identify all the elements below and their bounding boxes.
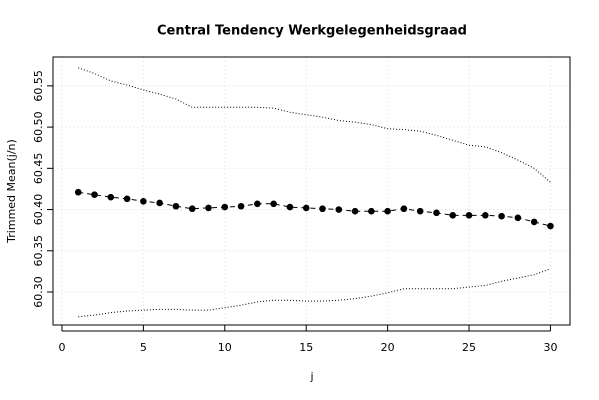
data-point xyxy=(270,200,277,208)
series-line xyxy=(78,268,551,318)
x-tick-label: 15 xyxy=(299,341,313,354)
data-point xyxy=(482,212,489,219)
data-point xyxy=(172,202,180,210)
x-tick-label: 10 xyxy=(218,341,232,354)
data-point xyxy=(156,199,163,207)
x-tick-label: 0 xyxy=(58,341,65,354)
data-point xyxy=(254,200,261,208)
data-point xyxy=(319,205,326,213)
data-point xyxy=(74,188,82,196)
data-point xyxy=(449,212,457,219)
x-tick-label: 5 xyxy=(140,341,147,354)
data-point xyxy=(205,204,212,212)
data-point xyxy=(107,193,115,201)
x-axis-label: j xyxy=(309,370,313,383)
x-tick-label: 30 xyxy=(543,341,557,354)
x-tick-label: 20 xyxy=(381,341,395,354)
data-point xyxy=(547,222,554,230)
data-point xyxy=(302,204,310,212)
series-line xyxy=(78,67,551,183)
x-tick-label: 25 xyxy=(462,341,476,354)
y-tick-label: 60.30 xyxy=(32,276,45,308)
y-tick-label: 60.35 xyxy=(32,235,45,266)
data-point xyxy=(400,205,408,213)
chart-title: Central Tendency Werkgelegenheidsgraad xyxy=(157,24,467,39)
data-point xyxy=(433,209,440,217)
data-point xyxy=(188,205,196,213)
data-point xyxy=(91,191,98,199)
y-tick-label: 60.45 xyxy=(32,153,45,185)
data-point xyxy=(221,203,229,211)
y-tick-label: 60.55 xyxy=(32,70,45,102)
y-axis-label: Trimmed Mean(j/n) xyxy=(5,139,18,244)
data-point xyxy=(351,207,359,215)
data-point xyxy=(123,195,131,203)
plot-frame xyxy=(52,56,571,326)
y-tick-label: 60.50 xyxy=(32,111,45,143)
data-point xyxy=(416,207,424,215)
data-point xyxy=(498,212,505,220)
data-point xyxy=(140,198,147,205)
y-tick-label: 60.40 xyxy=(32,194,45,226)
data-point xyxy=(368,207,375,215)
data-point xyxy=(286,203,294,211)
data-point xyxy=(530,218,538,226)
data-point xyxy=(514,214,522,222)
data-point xyxy=(335,206,343,213)
data-point xyxy=(384,207,391,215)
data-point xyxy=(465,212,473,219)
data-point xyxy=(237,202,245,210)
